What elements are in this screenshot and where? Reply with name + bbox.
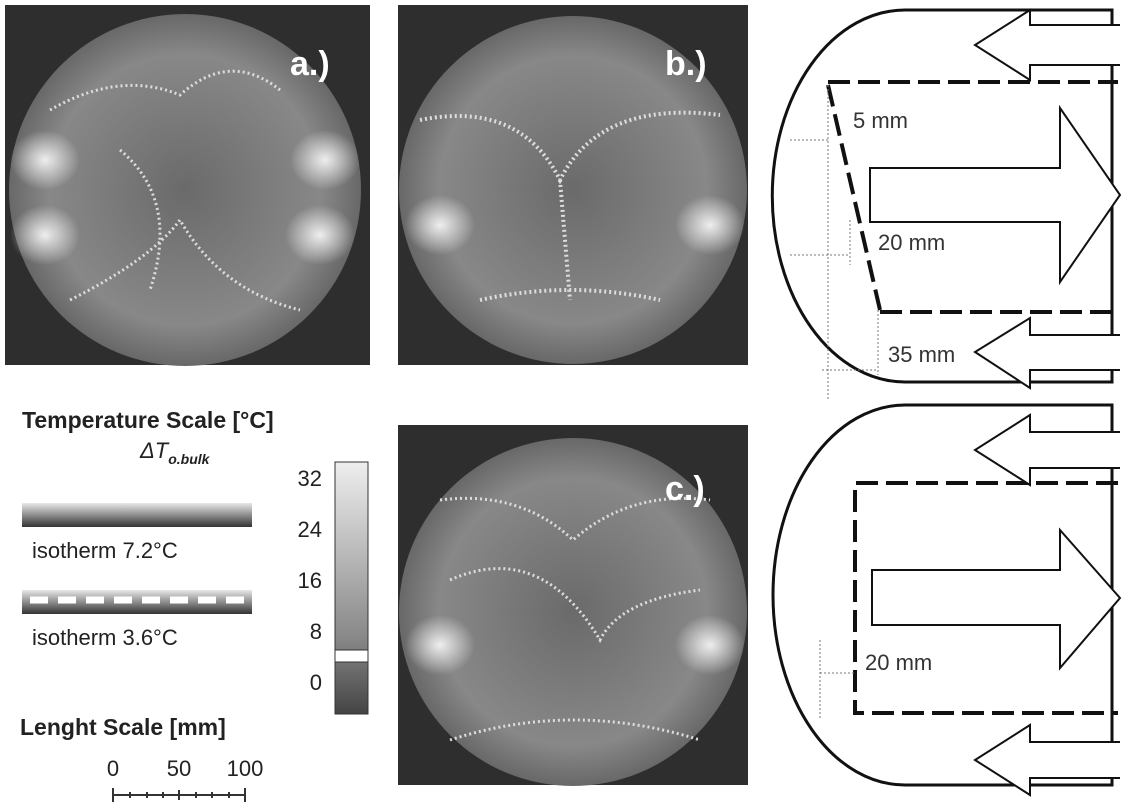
dimension-label: 5 mm <box>853 108 908 133</box>
panel-b: b.) <box>398 5 748 365</box>
colorbar-band <box>335 650 368 662</box>
colorbar-tick: 16 <box>298 568 322 593</box>
symbol: ΔT <box>139 438 170 463</box>
scale-title: Lenght Scale [mm] <box>20 714 226 740</box>
panel-label: b.) <box>665 45 707 83</box>
ruler-tick: 0 <box>107 756 119 781</box>
swatch <box>22 503 252 527</box>
diagram-bottom <box>773 405 1120 795</box>
isotherm-label: isotherm 3.6°C <box>32 625 178 650</box>
ruler-tick: 50 <box>167 756 191 781</box>
swatch <box>22 590 252 614</box>
colorbar-tick: 24 <box>298 517 322 542</box>
ruler-tick: 100 <box>227 756 264 781</box>
dimension-label: 35 mm <box>888 342 955 367</box>
subscript: o.bulk <box>168 451 210 467</box>
colorbar-tick: 8 <box>310 619 322 644</box>
panel-label: a.) <box>290 45 330 83</box>
panel-c: c.) <box>398 425 748 786</box>
colorbar-tick: 32 <box>298 466 322 491</box>
dimension-label: 20 mm <box>865 650 932 675</box>
panel-a: a.) <box>5 5 370 366</box>
ruler <box>113 788 245 802</box>
colorbar <box>335 462 368 714</box>
colorbar-tick: 0 <box>310 670 322 695</box>
panel-label: c.) <box>665 470 705 508</box>
dimension-label: 20 mm <box>878 230 945 255</box>
delta-symbol: ΔTo.bulk <box>139 438 211 467</box>
scale-title: Temperature Scale [°C] <box>22 407 274 433</box>
figure: a.) b.) c.) Temperature Scale [°C] ΔTo.b… <box>0 0 1126 809</box>
isotherm-label: isotherm 7.2°C <box>32 538 178 563</box>
